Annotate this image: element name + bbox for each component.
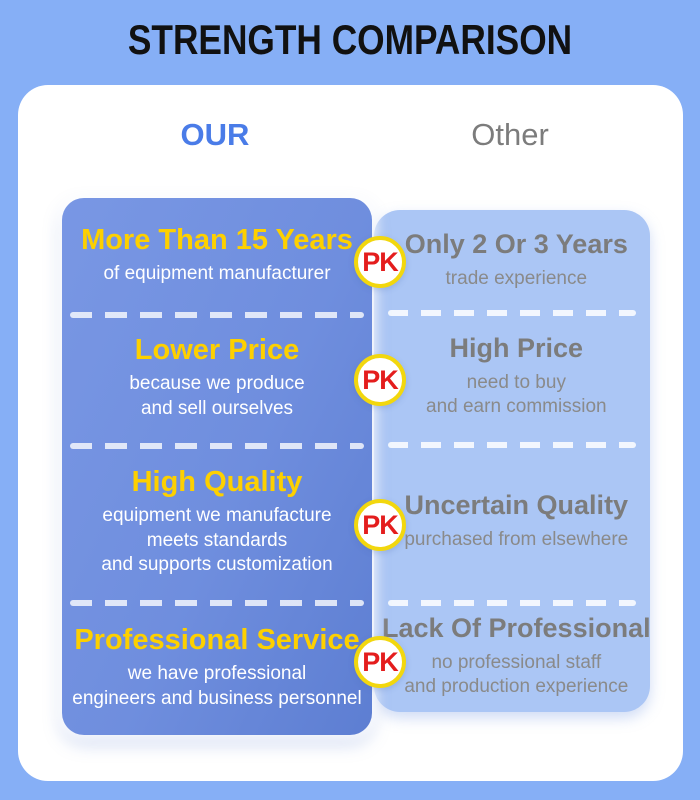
- subtitle-line: engineers and business personnel: [72, 687, 362, 709]
- other-row-subtitle: need to buy and earn commission: [426, 371, 607, 420]
- subtitle-line: and supports customization: [101, 553, 333, 575]
- dashed-divider: [70, 600, 364, 606]
- subtitle-line: because we produce: [129, 373, 305, 395]
- other-row-title: Lack Of Professional: [382, 612, 651, 643]
- dashed-divider: [388, 442, 636, 448]
- page-title: STRENGTH COMPARISON: [127, 16, 573, 63]
- dashed-divider: [70, 443, 364, 449]
- our-row-subtitle: because we produce and sell ourselves: [129, 372, 304, 421]
- subtitle-line: need to buy: [466, 371, 566, 393]
- subtitle-line: of equipment manufacturer: [103, 263, 331, 285]
- our-row-service: Professional Service we have professiona…: [62, 600, 372, 735]
- our-row-price: Lower Price because we produce and sell …: [62, 312, 372, 443]
- our-row-title: Lower Price: [134, 334, 300, 367]
- our-row-title: Professional Service: [74, 624, 360, 657]
- our-panel: More Than 15 Years of equipment manufact…: [62, 198, 372, 735]
- other-panel: Only 2 Or 3 Years trade experience High …: [374, 210, 651, 712]
- other-row-quality: Uncertain Quality purchased from elsewhe…: [374, 442, 659, 600]
- dashed-divider: [388, 310, 636, 316]
- other-row-title: Uncertain Quality: [404, 489, 629, 520]
- pk-versus-badge: PK: [354, 354, 406, 406]
- subtitle-line: equipment we manufacture: [102, 505, 332, 527]
- column-header-other: Other: [471, 117, 549, 152]
- pk-versus-badge: PK: [354, 236, 406, 288]
- other-row-experience: Only 2 Or 3 Years trade experience: [374, 210, 659, 310]
- subtitle-line: no professional staff: [431, 651, 602, 673]
- other-row-title: Only 2 Or 3 Years: [404, 228, 628, 259]
- our-row-subtitle: we have professional engineers and busin…: [72, 662, 361, 711]
- our-row-title: High Quality: [131, 465, 303, 498]
- other-row-service: Lack Of Professional no professional sta…: [374, 600, 659, 712]
- subtitle-line: and earn commission: [426, 396, 607, 418]
- our-row-subtitle: of equipment manufacturer: [103, 262, 330, 286]
- our-row-subtitle: equipment we manufacture meets standards…: [101, 504, 332, 577]
- subtitle-line: trade experience: [445, 267, 588, 289]
- subtitle-line: and production experience: [404, 676, 629, 698]
- our-row-quality: High Quality equipment we manufacture me…: [62, 443, 372, 600]
- our-row-title: More Than 15 Years: [81, 223, 353, 256]
- other-row-price: High Price need to buy and earn commissi…: [374, 310, 659, 442]
- other-row-subtitle: trade experience: [446, 267, 588, 291]
- our-row-experience: More Than 15 Years of equipment manufact…: [62, 198, 372, 312]
- subtitle-line: we have professional: [127, 663, 307, 685]
- subtitle-line: purchased from elsewhere: [404, 528, 629, 550]
- other-row-subtitle: purchased from elsewhere: [404, 528, 628, 552]
- pk-versus-badge: PK: [354, 636, 406, 688]
- dashed-divider: [388, 600, 636, 606]
- other-row-subtitle: no professional staff and production exp…: [404, 651, 628, 700]
- comparison-card: OUR Other Only 2 Or 3 Years trade experi…: [18, 85, 683, 781]
- dashed-divider: [70, 312, 364, 318]
- subtitle-line: and sell ourselves: [140, 397, 294, 419]
- other-row-title: High Price: [449, 332, 584, 363]
- column-header-our: OUR: [180, 117, 250, 152]
- pk-versus-badge: PK: [354, 499, 406, 551]
- subtitle-line: meets standards: [146, 529, 288, 551]
